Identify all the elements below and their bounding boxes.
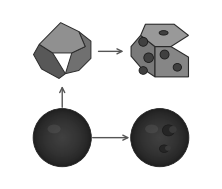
- Circle shape: [51, 126, 74, 149]
- Ellipse shape: [165, 146, 171, 151]
- Circle shape: [58, 134, 66, 142]
- Circle shape: [52, 127, 73, 148]
- Circle shape: [142, 120, 177, 155]
- Circle shape: [34, 110, 90, 166]
- Circle shape: [53, 128, 72, 147]
- Circle shape: [37, 112, 87, 163]
- Circle shape: [133, 111, 187, 165]
- Circle shape: [132, 110, 188, 166]
- Circle shape: [60, 136, 64, 140]
- Circle shape: [36, 112, 88, 164]
- Circle shape: [56, 132, 68, 143]
- Circle shape: [136, 113, 184, 162]
- Ellipse shape: [173, 64, 181, 71]
- Circle shape: [44, 119, 81, 156]
- Circle shape: [54, 130, 70, 145]
- Circle shape: [139, 116, 181, 159]
- Ellipse shape: [163, 125, 175, 136]
- Ellipse shape: [169, 126, 177, 133]
- Circle shape: [154, 132, 166, 143]
- Ellipse shape: [139, 37, 148, 46]
- Circle shape: [143, 121, 176, 154]
- Ellipse shape: [144, 53, 153, 63]
- Circle shape: [35, 111, 89, 165]
- Circle shape: [152, 130, 168, 145]
- Circle shape: [145, 123, 174, 152]
- Circle shape: [147, 125, 172, 150]
- Circle shape: [33, 108, 91, 167]
- Circle shape: [131, 108, 189, 167]
- Circle shape: [158, 136, 162, 140]
- Circle shape: [155, 133, 165, 143]
- Ellipse shape: [48, 125, 61, 133]
- Circle shape: [42, 117, 83, 158]
- Circle shape: [48, 123, 77, 152]
- Polygon shape: [34, 44, 65, 78]
- Circle shape: [137, 115, 182, 160]
- Circle shape: [47, 122, 78, 153]
- Circle shape: [153, 131, 166, 144]
- Circle shape: [39, 114, 85, 161]
- Ellipse shape: [160, 50, 169, 59]
- Circle shape: [49, 124, 76, 151]
- Circle shape: [146, 124, 173, 151]
- Ellipse shape: [139, 67, 147, 74]
- Circle shape: [140, 118, 179, 157]
- Polygon shape: [141, 24, 188, 46]
- Circle shape: [141, 119, 178, 156]
- Polygon shape: [155, 46, 188, 77]
- Circle shape: [157, 135, 163, 141]
- Circle shape: [135, 112, 185, 163]
- Circle shape: [139, 117, 180, 158]
- Circle shape: [134, 112, 186, 164]
- Polygon shape: [65, 32, 91, 74]
- Circle shape: [40, 115, 85, 160]
- Circle shape: [151, 129, 168, 146]
- Circle shape: [137, 114, 183, 161]
- Circle shape: [148, 126, 171, 149]
- Circle shape: [57, 133, 67, 143]
- Circle shape: [150, 128, 169, 147]
- Circle shape: [156, 134, 164, 142]
- Circle shape: [59, 135, 65, 141]
- Circle shape: [56, 131, 69, 144]
- Ellipse shape: [159, 31, 168, 35]
- Circle shape: [61, 137, 63, 139]
- Ellipse shape: [159, 145, 169, 153]
- Ellipse shape: [145, 125, 158, 133]
- Circle shape: [50, 125, 75, 150]
- Circle shape: [38, 113, 86, 162]
- Polygon shape: [131, 35, 155, 77]
- Polygon shape: [39, 23, 85, 53]
- Circle shape: [149, 127, 170, 148]
- Circle shape: [54, 129, 71, 146]
- Circle shape: [43, 118, 82, 157]
- Circle shape: [41, 116, 83, 159]
- Circle shape: [45, 120, 80, 155]
- Circle shape: [144, 122, 175, 153]
- Circle shape: [46, 121, 79, 154]
- Circle shape: [159, 137, 161, 139]
